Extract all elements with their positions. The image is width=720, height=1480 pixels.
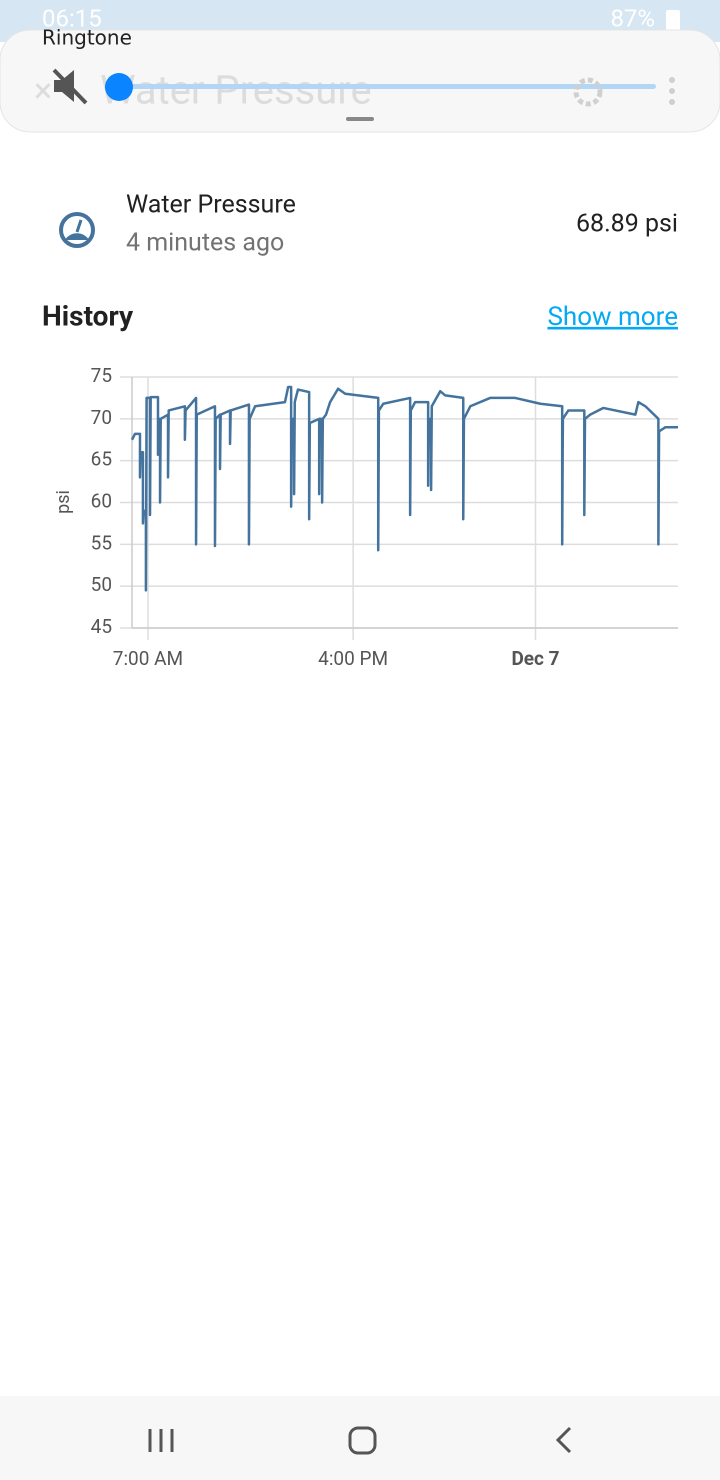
volume-knob[interactable] xyxy=(105,73,133,101)
battery-icon xyxy=(666,10,680,32)
chart: 45 50 55 60 65 70 75 7:00 AM 4:00 PM Dec 7 xyxy=(91,364,678,670)
volume-track[interactable] xyxy=(120,84,656,89)
nav-home[interactable] xyxy=(348,1426,377,1455)
data-line xyxy=(130,385,678,592)
volume-panel xyxy=(0,29,720,133)
show-more-link[interactable]: Show more xyxy=(547,302,678,332)
mute-icon[interactable] xyxy=(52,68,88,105)
y-tick-label: 60 xyxy=(91,490,112,513)
y-tick-label: 65 xyxy=(91,448,112,471)
history-title: History xyxy=(42,299,134,332)
panel-handle xyxy=(346,117,374,121)
x-tick-label: Dec 7 xyxy=(511,647,559,670)
more-icon[interactable] xyxy=(669,77,675,105)
y-tick-label: 75 xyxy=(91,364,112,387)
close-icon[interactable]: × xyxy=(34,71,52,111)
x-tick-label: 4:00 PM xyxy=(318,647,388,670)
y-tick-label: 70 xyxy=(91,406,112,429)
nav-recents[interactable] xyxy=(148,1429,174,1452)
nav-bar xyxy=(0,1396,720,1480)
entity-icon xyxy=(59,212,95,248)
entity-last-changed: 4 minutes ago xyxy=(126,229,284,258)
y-tick-label: 50 xyxy=(91,573,112,596)
entity-state: 68.89 psi xyxy=(576,210,678,239)
dialog-title: Water Pressure xyxy=(100,67,372,114)
y-tick-label: 45 xyxy=(91,615,112,638)
x-tick-label: 7:00 AM xyxy=(113,647,183,670)
settings-icon[interactable] xyxy=(573,77,603,107)
nav-back[interactable] xyxy=(555,1426,572,1454)
y-tick-label: 55 xyxy=(91,531,112,554)
status-time: 06:15 xyxy=(42,4,102,32)
entity-name: Water Pressure xyxy=(126,191,296,220)
status-battery: 87% xyxy=(610,4,655,32)
y-axis-label: psi xyxy=(53,490,74,514)
volume-label: Ringtone xyxy=(42,26,132,50)
